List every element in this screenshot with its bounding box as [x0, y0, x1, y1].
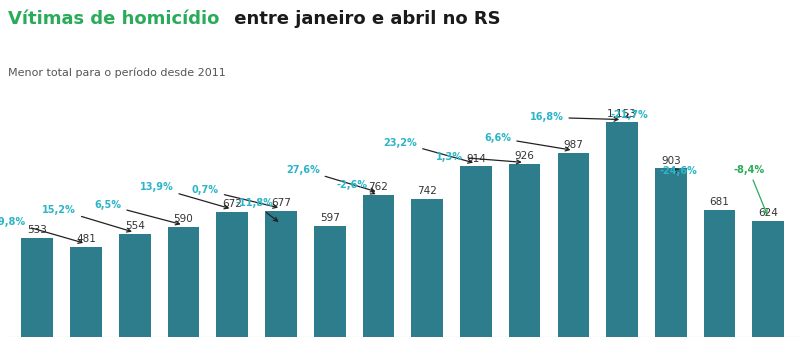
Bar [655, 168, 686, 337]
Text: 677: 677 [271, 198, 291, 208]
Bar [70, 247, 102, 337]
Text: Menor total para o período desde 2011: Menor total para o período desde 2011 [8, 67, 226, 78]
Text: 624: 624 [758, 208, 778, 218]
Text: 6,5%: 6,5% [94, 200, 179, 225]
Bar [314, 225, 346, 337]
Bar [460, 166, 492, 337]
Text: -9,8%: -9,8% [0, 217, 82, 243]
Bar [265, 211, 297, 337]
Text: 762: 762 [369, 182, 388, 192]
Text: 926: 926 [514, 151, 534, 161]
Text: 597: 597 [320, 213, 340, 223]
Text: 914: 914 [466, 154, 486, 163]
Text: Vítimas de homicídio: Vítimas de homicídio [8, 10, 219, 28]
Text: 987: 987 [563, 140, 583, 150]
Text: 1,3%: 1,3% [435, 152, 521, 164]
Bar [22, 238, 53, 337]
Bar [509, 164, 541, 337]
Text: 6,6%: 6,6% [484, 133, 570, 151]
Text: entre janeiro e abril no RS: entre janeiro e abril no RS [228, 10, 501, 28]
Text: 481: 481 [76, 235, 96, 244]
Text: 533: 533 [27, 225, 47, 235]
Text: 27,6%: 27,6% [286, 164, 374, 192]
Text: 23,2%: 23,2% [383, 137, 472, 163]
Bar [216, 212, 248, 337]
Text: -24,6%: -24,6% [659, 166, 697, 177]
Text: -2,6%: -2,6% [336, 180, 374, 194]
Bar [704, 210, 735, 337]
Bar [119, 234, 150, 337]
Text: -8,4%: -8,4% [734, 164, 767, 214]
Text: 16,8%: 16,8% [530, 112, 618, 122]
Bar [558, 153, 590, 337]
Bar [362, 195, 394, 337]
Bar [606, 122, 638, 337]
Text: 742: 742 [418, 186, 437, 196]
Text: 554: 554 [125, 221, 145, 231]
Text: -11,8%: -11,8% [235, 198, 278, 221]
Text: 903: 903 [661, 156, 681, 166]
Bar [168, 227, 199, 337]
Text: 681: 681 [710, 197, 730, 207]
Text: 15,2%: 15,2% [42, 205, 130, 232]
Bar [753, 220, 784, 337]
Text: 0,7%: 0,7% [192, 185, 277, 208]
Text: 13,9%: 13,9% [140, 182, 228, 209]
Text: 590: 590 [174, 214, 194, 224]
Text: 1.153: 1.153 [607, 109, 637, 119]
Bar [411, 198, 443, 337]
Text: 672: 672 [222, 199, 242, 209]
Text: -21,7%: -21,7% [610, 111, 648, 121]
